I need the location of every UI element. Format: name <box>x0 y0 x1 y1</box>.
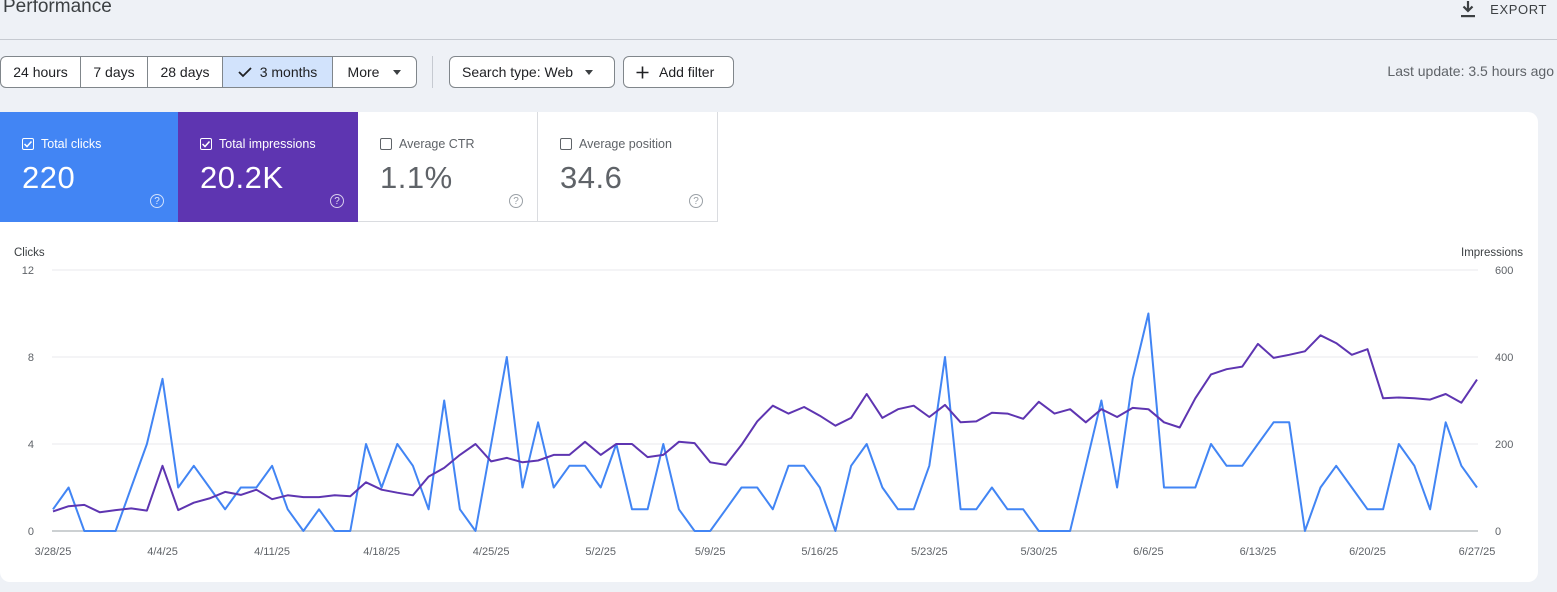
download-icon <box>1461 1 1476 18</box>
range-label: 7 days <box>93 64 135 80</box>
x-tick-label: 4/25/25 <box>473 546 510 558</box>
check-icon <box>201 140 211 148</box>
checkbox-checked-icon[interactable] <box>200 138 212 150</box>
metric-label: Average position <box>579 137 672 151</box>
x-tick-label: 6/13/25 <box>1240 546 1277 558</box>
check-icon <box>23 140 33 148</box>
last-update-text: Last update: 3.5 hours ago <box>1387 63 1554 79</box>
metric-label: Total impressions <box>219 137 316 151</box>
x-tick-label: 6/20/25 <box>1349 546 1386 558</box>
export-label: EXPORT <box>1490 1 1547 17</box>
add-filter-label: Add filter <box>659 64 715 80</box>
caret-down-icon <box>585 69 594 75</box>
metric-value: 220 <box>22 160 76 195</box>
metric-value: 20.2K <box>200 160 284 195</box>
left-axis-title: Clicks <box>14 247 45 259</box>
help-icon[interactable]: ? <box>689 194 703 208</box>
checkbox-checked-icon[interactable] <box>22 138 34 150</box>
metric-header: Total impressions <box>200 137 316 151</box>
range-label: 3 months <box>259 64 318 80</box>
right-axis-title: Impressions <box>1461 247 1523 259</box>
page-title: Performance <box>3 0 112 17</box>
x-tick-label: 5/9/25 <box>695 546 726 558</box>
metric-total-clicks[interactable]: Total clicks 220 ? <box>0 112 178 222</box>
x-tick-label: 6/6/25 <box>1133 546 1164 558</box>
right-tick-label: 600 <box>1495 265 1513 277</box>
toolbar: 24 hours 7 days 28 days 3 months More Se… <box>0 56 1557 88</box>
add-filter-button[interactable]: Add filter <box>623 56 734 88</box>
search-type-dropdown[interactable]: Search type: Web <box>449 56 615 88</box>
checkbox-unchecked-icon[interactable] <box>380 138 392 150</box>
series-line-clicks <box>52 312 1478 532</box>
date-range-selector: 24 hours 7 days 28 days 3 months More <box>0 56 417 88</box>
x-tick-label: 3/28/25 <box>35 546 72 558</box>
right-tick-label: 200 <box>1495 439 1513 451</box>
metric-label: Average CTR <box>399 137 475 151</box>
left-tick-label: 4 <box>28 439 34 451</box>
check-icon <box>238 67 252 78</box>
range-label: 24 hours <box>13 64 68 80</box>
range-label: More <box>347 64 380 80</box>
metric-average-position[interactable]: Average position 34.6 ? <box>538 112 718 222</box>
checkbox-unchecked-icon[interactable] <box>560 138 572 150</box>
x-tick-label: 5/30/25 <box>1020 546 1057 558</box>
plus-icon <box>636 66 649 78</box>
metric-total-impressions[interactable]: Total impressions 20.2K ? <box>178 112 358 222</box>
metric-value: 34.6 <box>560 160 623 195</box>
metric-value: 1.1% <box>380 160 453 195</box>
help-icon[interactable]: ? <box>330 194 344 208</box>
help-icon[interactable]: ? <box>150 194 164 208</box>
left-tick-label: 12 <box>22 265 34 277</box>
performance-chart: 0 4 8 12 0 200 400 600 Clicks Impressions 3/28/25 4… <box>14 247 1523 558</box>
range-3-months[interactable]: 3 months <box>223 57 333 87</box>
x-tick-label: 5/16/25 <box>801 546 838 558</box>
toolbar-divider <box>432 56 433 88</box>
x-tick-label: 5/23/25 <box>911 546 948 558</box>
metric-average-ctr[interactable]: Average CTR 1.1% ? <box>358 112 538 222</box>
x-tick-label: 6/27/25 <box>1459 546 1496 558</box>
right-tick-label: 400 <box>1495 352 1513 364</box>
metric-header: Average CTR <box>380 137 475 151</box>
caret-down-icon <box>393 69 402 75</box>
range-28-days[interactable]: 28 days <box>148 57 223 87</box>
page-header: Performance EXPORT <box>0 0 1557 40</box>
x-tick-label: 4/18/25 <box>363 546 400 558</box>
export-button[interactable]: EXPORT <box>1460 0 1547 20</box>
range-more-dropdown[interactable]: More <box>333 57 416 87</box>
metric-label: Total clicks <box>41 137 102 151</box>
left-tick-label: 0 <box>28 526 34 538</box>
metric-header: Average position <box>560 137 672 151</box>
left-tick-label: 8 <box>28 352 34 364</box>
range-label: 28 days <box>160 64 210 80</box>
right-tick-label: 0 <box>1495 526 1501 538</box>
search-type-label: Search type: Web <box>462 64 574 80</box>
metric-header: Total clicks <box>22 137 101 151</box>
series-line-impressions <box>52 334 1478 514</box>
x-tick-label: 4/11/25 <box>254 546 290 558</box>
range-7-days[interactable]: 7 days <box>81 57 148 87</box>
range-24-hours[interactable]: 24 hours <box>1 57 81 87</box>
x-tick-label: 4/4/25 <box>147 546 178 558</box>
help-icon[interactable]: ? <box>509 194 523 208</box>
x-tick-label: 5/2/25 <box>585 546 616 558</box>
